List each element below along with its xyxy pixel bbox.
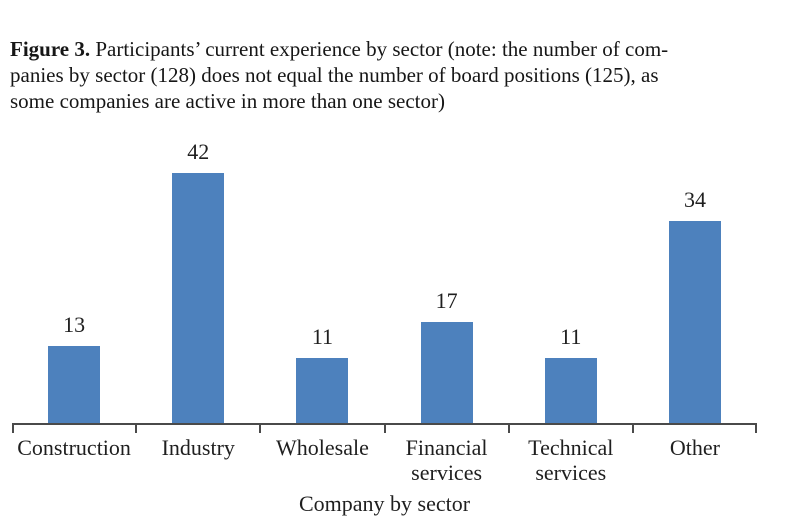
bar-construction [48, 345, 101, 423]
x-axis-title: Company by sector [298, 491, 471, 516]
axis-tick [135, 425, 138, 433]
category-label-wholesale: Wholesale [276, 435, 369, 460]
category-label-industry: Industry [161, 435, 235, 460]
bar-value-label: 13 [63, 311, 86, 337]
axis-tick [12, 425, 14, 433]
category-label-financial-services: Financial services [405, 435, 488, 485]
caption-text: Participants’ current experience by sect… [10, 37, 669, 113]
category-label-other: Other [669, 435, 720, 460]
bar-technical-services [544, 357, 597, 423]
bar-slot-other: 34 [633, 130, 757, 423]
bar-value-label: 42 [187, 139, 210, 164]
bar-other [668, 220, 721, 423]
plot-area: 13 42 11 17 11 34 [12, 130, 757, 423]
axis-tick [383, 425, 386, 433]
category-labels: Construction Industry Wholesale Financial s… [12, 435, 757, 487]
bar-chart: 13 42 11 17 11 34 Construction Industry Wholesa… [12, 130, 757, 517]
bar-value-label: 34 [683, 186, 706, 212]
figure-caption: Figure 3. Participants’ current experien… [10, 10, 794, 114]
axis-tick [631, 425, 634, 433]
figure-label: Figure 3. [10, 37, 91, 61]
x-axis [12, 423, 757, 433]
category-label-technical-services: Technical services [528, 435, 614, 485]
bar-value-label: 11 [560, 323, 582, 349]
axis-tick [755, 425, 757, 433]
bar-slot-construction: 13 [12, 130, 136, 423]
bar-industry [172, 173, 225, 423]
bar-financial-services [420, 321, 473, 423]
bar-value-label: 11 [311, 323, 334, 349]
axis-tick [259, 425, 262, 433]
bar-wholesale [296, 357, 349, 423]
bar-slot-technical-services: 11 [509, 130, 633, 423]
bar-slot-wholesale: 11 [260, 130, 384, 423]
axis-tick [507, 425, 510, 433]
bar-slot-industry: 42 [136, 130, 260, 423]
bar-value-label: 17 [435, 287, 458, 313]
category-label-construction: Construction [17, 435, 131, 460]
bar-slot-financial-services: 17 [385, 130, 509, 423]
